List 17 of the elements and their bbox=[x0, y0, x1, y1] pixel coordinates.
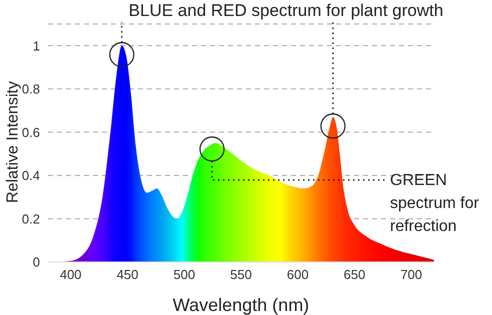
x-tick-label: 600 bbox=[286, 267, 309, 282]
x-tick-label: 450 bbox=[116, 267, 138, 282]
y-axis-title: Relative Intensity bbox=[4, 81, 22, 203]
x-tick-label: 500 bbox=[173, 267, 196, 282]
y-tick-label: 1 bbox=[32, 38, 40, 54]
x-tick-label: 400 bbox=[60, 267, 82, 282]
y-tick-label: 0.8 bbox=[22, 82, 40, 97]
chart-title: BLUE and RED spectrum for plant growth bbox=[128, 0, 444, 22]
y-tick-label: 0 bbox=[32, 254, 40, 270]
x-tick-label: 700 bbox=[400, 267, 422, 282]
y-tick-label: 0.4 bbox=[22, 168, 40, 184]
y-tick-label: 0.6 bbox=[22, 124, 40, 140]
x-tick-label: 650 bbox=[344, 267, 366, 282]
x-tick-label: 550 bbox=[230, 267, 252, 282]
y-tick-label: 0.2 bbox=[22, 211, 40, 226]
annotation: GREEN spectrum for refrection bbox=[390, 172, 480, 235]
x-axis-title: Wavelength (nm) bbox=[172, 295, 310, 315]
